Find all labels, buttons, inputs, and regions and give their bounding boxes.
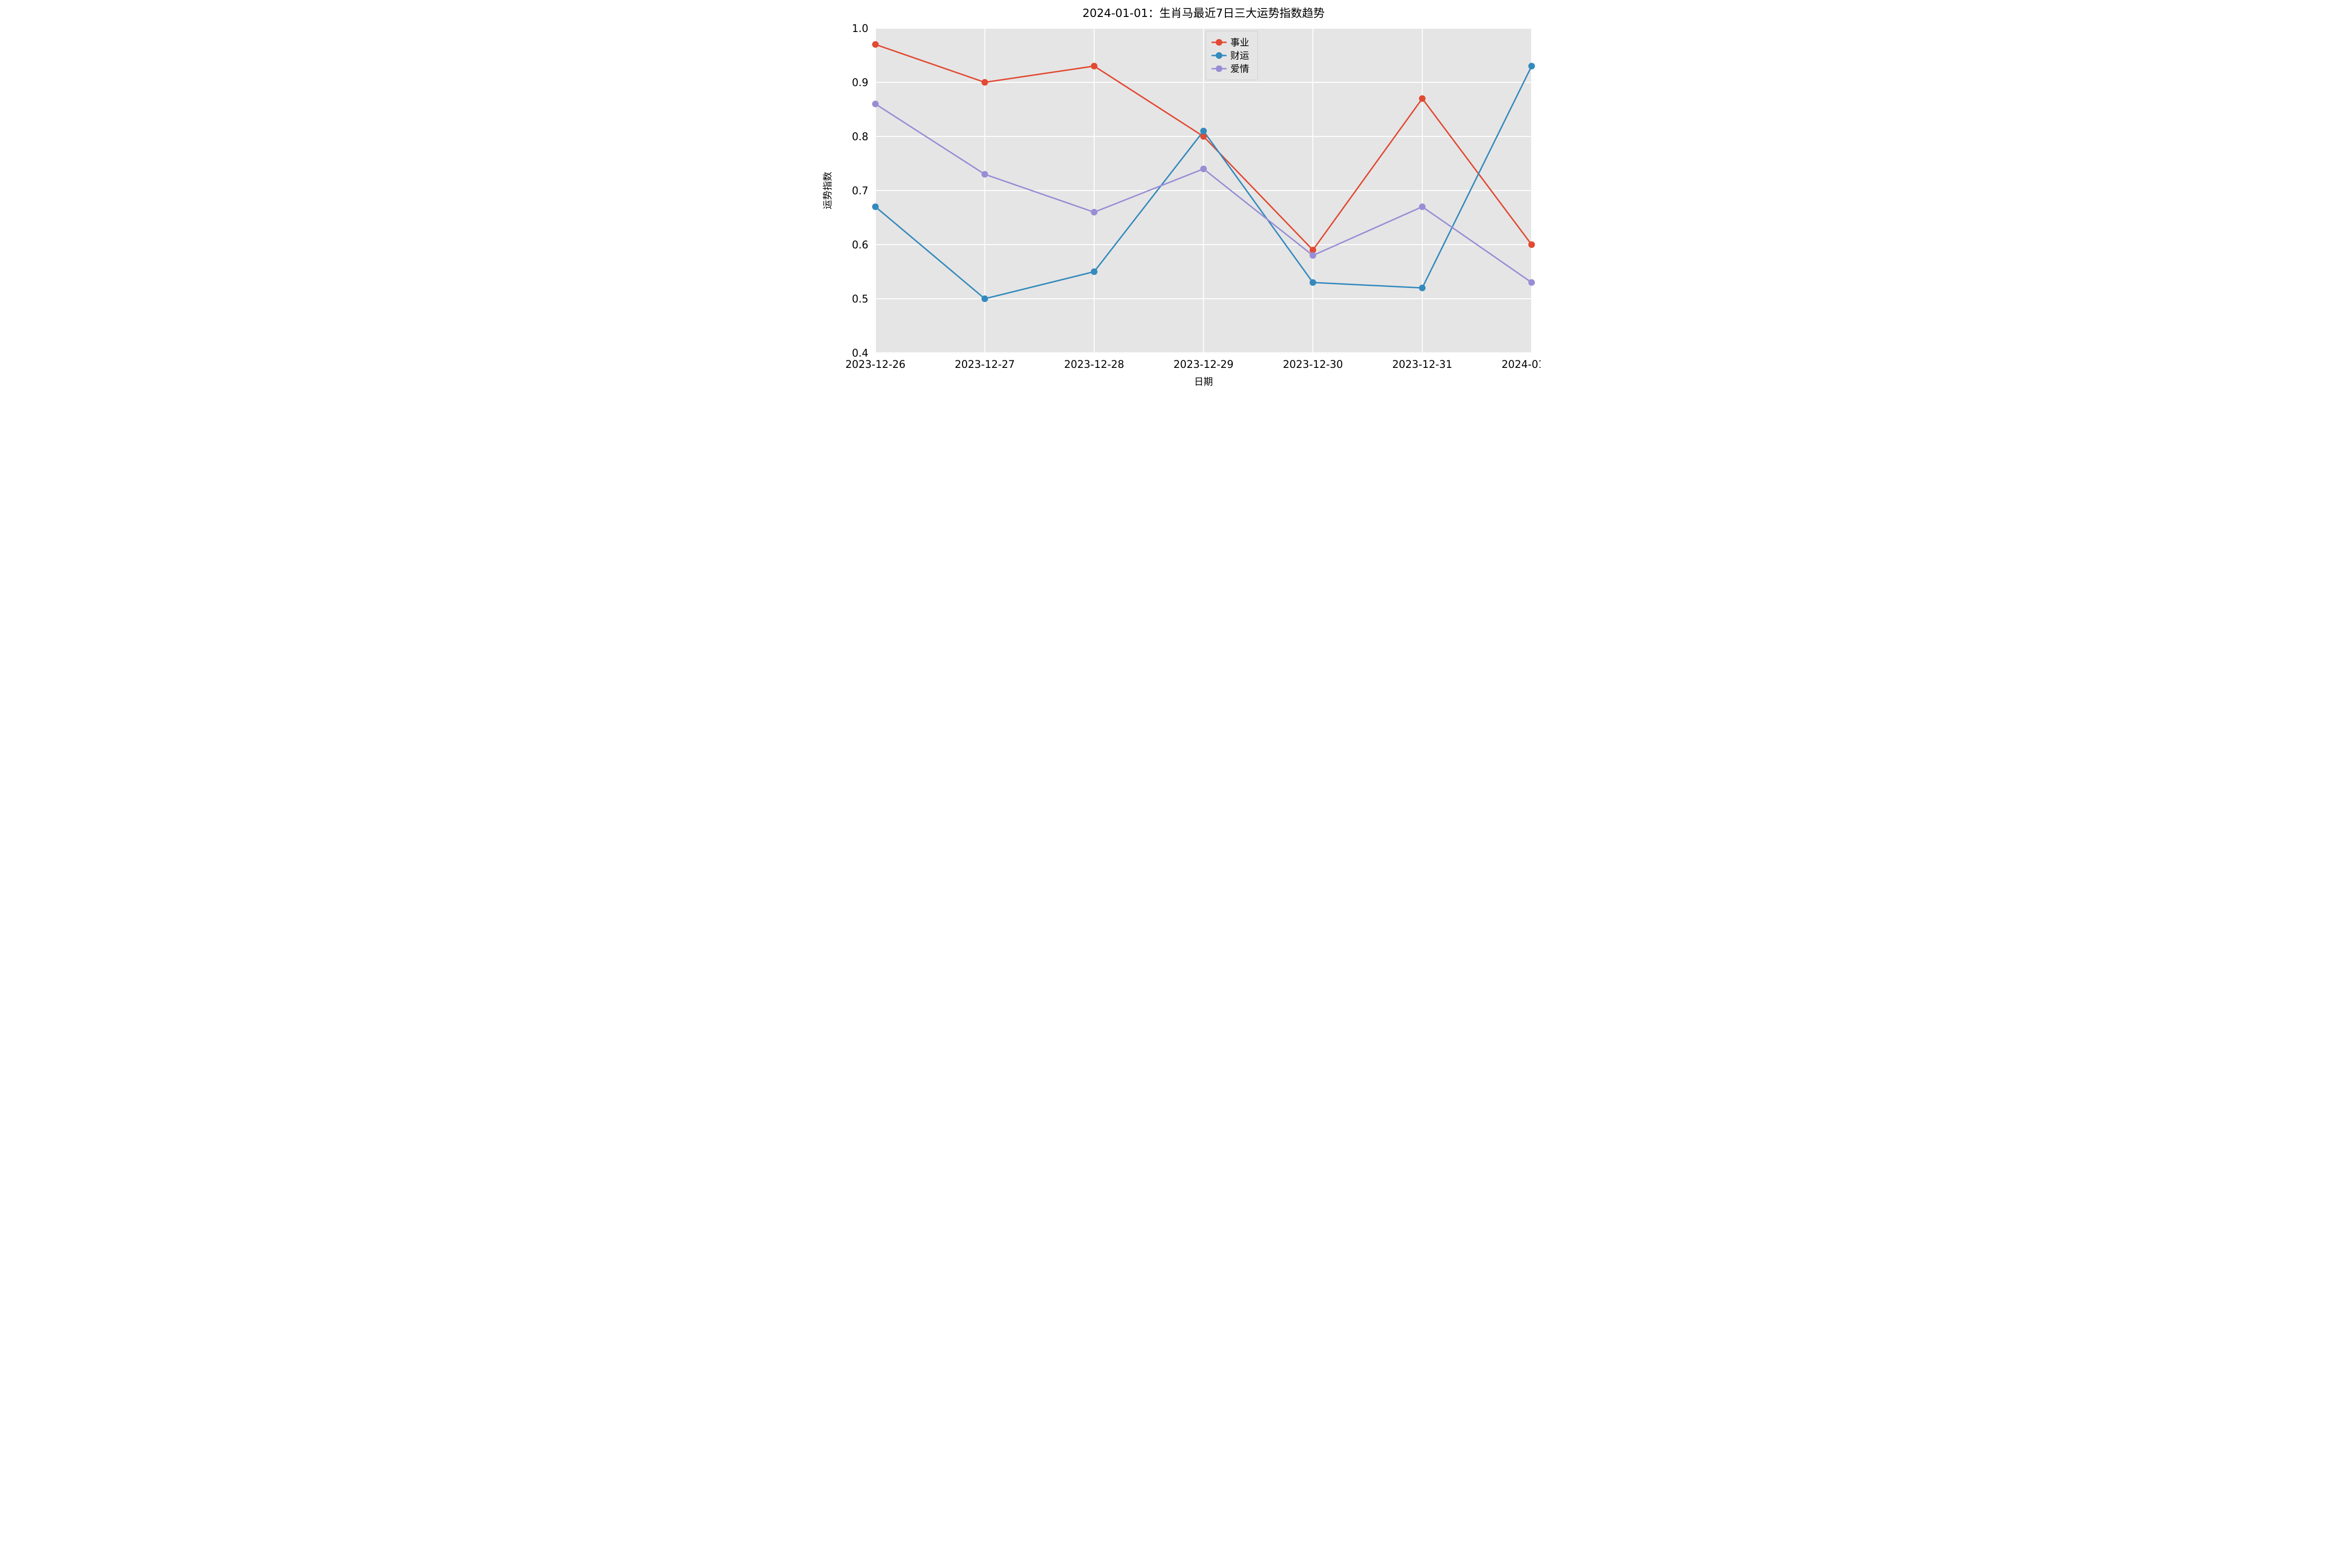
series-marker	[1091, 269, 1097, 275]
series-marker	[1200, 166, 1207, 172]
x-tick-label: 2023-12-26	[845, 359, 906, 371]
series-marker	[981, 171, 988, 178]
series-marker	[981, 295, 988, 302]
y-axis-label: 运势指数	[822, 172, 833, 209]
series-marker	[981, 79, 988, 86]
series-marker	[1419, 285, 1425, 291]
x-tick-label: 2024-01-01	[1502, 359, 1541, 371]
series-marker	[1310, 252, 1316, 259]
legend-label: 爱情	[1230, 63, 1249, 74]
series-marker	[1528, 63, 1535, 70]
series-marker	[1310, 279, 1316, 286]
series-marker	[1419, 96, 1425, 102]
y-tick-label: 1.0	[852, 23, 868, 35]
x-tick-label: 2023-12-27	[954, 359, 1015, 371]
series-marker	[1419, 204, 1425, 210]
y-tick-label: 0.5	[852, 294, 868, 305]
y-tick-label: 0.6	[852, 239, 868, 251]
series-marker	[872, 101, 879, 107]
legend: 事业财运爱情	[1206, 31, 1257, 80]
legend-label: 财运	[1230, 50, 1249, 61]
fortune-chart: 2023-12-26 2023-12-27 2023-12-28 2023-12-29…	[812, 0, 1541, 392]
series-marker	[1528, 279, 1535, 286]
y-tick-label: 0.8	[852, 131, 868, 143]
x-tick-label: 2023-12-31	[1392, 359, 1452, 371]
series-marker	[1091, 209, 1097, 215]
x-tick-label: 2023-12-28	[1064, 359, 1124, 371]
y-tick-label: 0.7	[852, 185, 868, 197]
y-tick-label: 0.4	[852, 348, 868, 359]
chart-svg: 2023-12-26 2023-12-27 2023-12-28 2023-12-29…	[812, 0, 1541, 392]
series-marker	[1528, 241, 1535, 248]
series-marker	[872, 41, 879, 48]
y-tick-label: 0.9	[852, 77, 868, 89]
chart-title: 2024-01-01：生肖马最近7日三大运势指数趋势	[1082, 7, 1325, 20]
series-marker	[1091, 63, 1097, 70]
series-marker	[1200, 128, 1207, 135]
x-axis-label: 日期	[1194, 376, 1213, 387]
x-tick-label: 2023-12-30	[1283, 359, 1343, 371]
legend-label: 事业	[1230, 37, 1249, 48]
series-marker	[872, 204, 879, 210]
x-tick-label: 2023-12-29	[1173, 359, 1233, 371]
